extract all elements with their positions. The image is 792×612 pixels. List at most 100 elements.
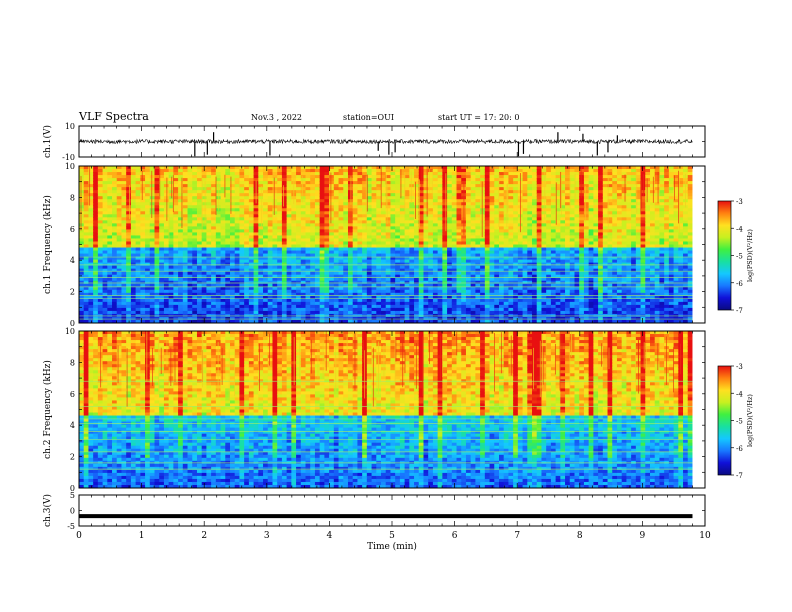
spectrogram-cell [83,304,90,309]
spectrogram-cell [404,295,410,300]
spectrogram-cell [522,292,528,297]
spectrogram-cell [79,247,85,252]
spectrogram-cell [437,175,443,179]
spectrogram-cell [465,268,472,273]
spectrogram-cell [107,196,113,200]
spectrogram-cell [239,229,245,234]
spectrogram-cell [168,307,174,312]
spectrogram-cell [456,274,462,279]
spectrogram-cell [267,283,274,288]
spectrogram-cell [527,298,533,303]
spectrogram-cell [475,232,481,237]
spectrogram-cell [404,304,410,309]
spectrogram-cell [291,166,297,170]
spectrogram-cell [499,226,505,230]
spectrogram-cell [168,217,174,221]
spectrogram-cell [211,166,217,170]
spectrogram-cell [333,208,340,212]
spectrogram-cell [475,238,481,243]
spectrogram-cell [225,253,231,258]
spectrogram-cell [475,214,481,218]
spectrogram-cell [390,262,396,267]
spectrogram-cell [296,190,302,194]
spectrogram-cell [286,265,292,270]
spectrogram-cell [173,253,179,258]
spectrogram-cell [456,250,462,255]
spectrogram-cell [409,175,415,179]
spectrogram-cell [196,319,203,323]
spectrogram-cell [97,208,104,212]
spectrogram-cell [140,271,146,276]
spectrogram-cell [333,265,340,270]
spectrogram-cell [461,295,467,300]
spectrogram-cell [338,256,344,261]
spectrogram-cell [381,184,387,188]
spectrogram-cell [225,187,231,191]
spectrogram-cell [432,295,439,300]
spectrogram-cell [329,208,335,212]
spectrogram-cell [267,178,274,182]
spectrogram-cell [461,172,467,176]
spectrogram-cell [527,277,533,282]
spectrogram-cell [513,235,519,240]
spectrogram-cell [329,226,335,230]
spectrogram-cell [296,166,302,170]
spectrogram-cell [263,283,269,288]
spectrogram-cell [97,223,104,227]
spectrogram-cell [409,289,415,294]
spectrogram-cell [319,271,325,276]
spectrogram-cell [503,178,510,182]
spectrogram-cell [154,199,160,203]
spectrogram-cell [329,217,335,221]
spectrogram-cell [258,310,264,315]
spectrogram-cell [305,211,311,215]
spectrogram-cell [126,289,132,294]
spectrogram-cell [102,259,108,264]
spectrogram-cell [447,238,453,243]
spectrogram-cell [376,286,382,291]
spectrogram-cell [220,274,226,279]
spectrogram-cell [362,220,368,224]
spectrogram-cell [83,211,90,215]
spectrogram-cell [220,199,226,203]
spectrogram-cell [324,310,330,315]
spectrogram-cell [248,274,255,279]
spectrogram-cell [310,190,316,194]
spectrogram-cell [522,175,528,179]
spectrogram-cell [126,274,132,279]
spectrogram-cell [215,310,222,315]
spectrogram-cell [244,271,250,276]
spectrogram-cell [447,229,453,234]
spectrogram-cell [239,256,245,261]
spectrogram-cell [192,190,198,194]
spectrogram-cell [267,253,274,258]
spectrogram-cell [442,169,448,173]
spectrogram-cell [182,295,189,300]
spectrogram-cell [267,304,274,309]
spectrogram-cell [149,238,156,243]
spectrogram-cell [484,295,491,300]
spectrogram-cell [192,319,198,323]
spectrogram-cell [296,223,302,227]
spectrogram-cell [215,226,222,230]
spectrogram-cell [503,166,510,170]
spectrogram-cell [329,181,335,185]
spectrogram-cell [145,283,151,288]
spectrogram-cell [324,196,330,200]
spectrogram-cell [522,295,528,300]
spectrogram-cell [196,247,203,252]
spectrogram-cell [475,199,481,203]
spectrogram-cell [338,283,344,288]
spectrogram-cell [126,238,132,243]
spectrogram-cell [196,265,203,270]
spectrogram-cell [338,169,344,173]
spectrogram-cell [480,226,486,230]
spectrogram-cell [187,277,193,282]
spectrogram-cell [168,295,174,300]
spectrogram-cell [267,229,274,234]
spectrogram-cell [97,295,104,300]
spectrogram-cell [107,187,113,191]
spectrogram-cell [187,295,193,300]
spectrogram-cell [140,259,146,264]
spectrogram-cell [192,220,198,224]
